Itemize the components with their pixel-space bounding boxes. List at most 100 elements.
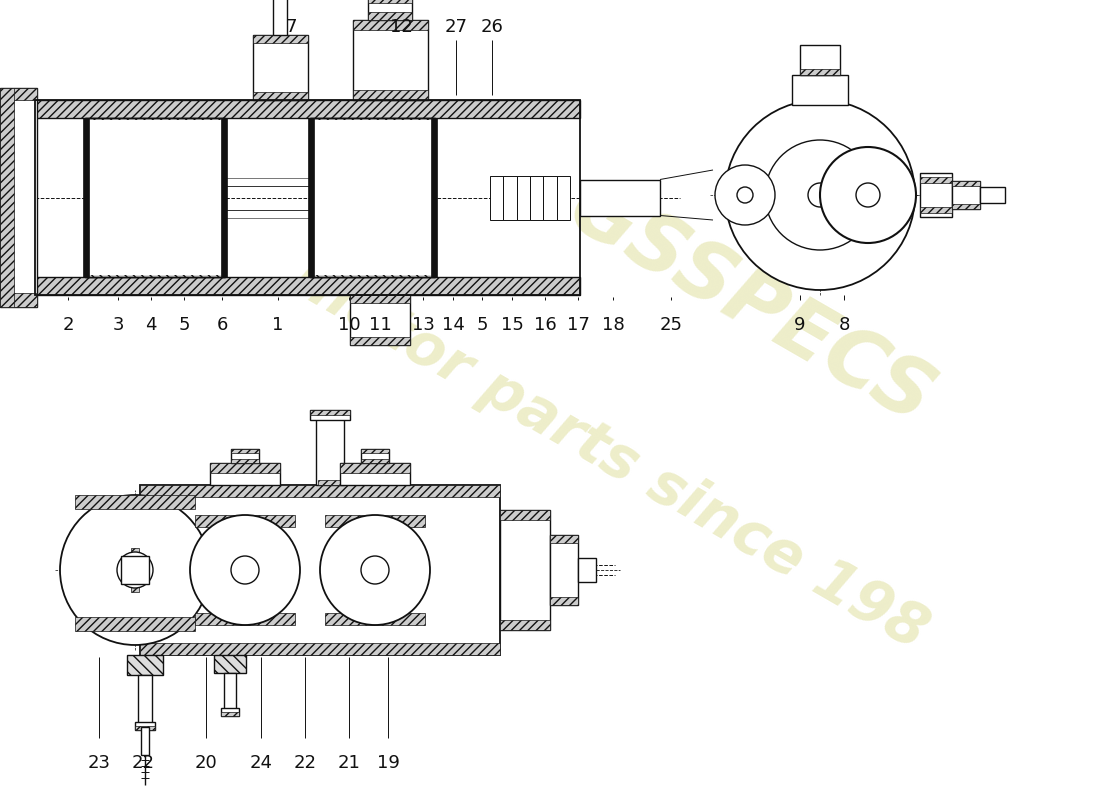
- Bar: [35, 100, 580, 118]
- Bar: [920, 207, 951, 213]
- Bar: [141, 727, 149, 755]
- Text: 11: 11: [368, 316, 392, 334]
- Text: 15: 15: [500, 316, 524, 334]
- Bar: [350, 337, 410, 345]
- Text: 12: 12: [389, 18, 412, 36]
- Bar: [221, 118, 227, 277]
- Bar: [324, 613, 425, 625]
- Bar: [800, 69, 840, 75]
- Bar: [135, 726, 155, 730]
- Circle shape: [231, 556, 258, 584]
- Bar: [195, 515, 295, 527]
- Bar: [920, 177, 951, 183]
- Bar: [312, 120, 433, 275]
- Bar: [792, 75, 848, 105]
- Text: 22: 22: [294, 754, 317, 772]
- Bar: [0, 88, 37, 307]
- Text: 16: 16: [534, 316, 557, 334]
- Bar: [340, 463, 410, 485]
- Text: 20: 20: [195, 754, 218, 772]
- Bar: [550, 535, 578, 605]
- Bar: [82, 118, 89, 277]
- Text: 2: 2: [63, 316, 74, 334]
- Text: 27: 27: [444, 18, 468, 36]
- Bar: [353, 20, 428, 30]
- Text: 23: 23: [88, 754, 110, 772]
- Bar: [195, 613, 295, 625]
- Bar: [517, 175, 530, 219]
- Text: 26: 26: [481, 18, 504, 36]
- Bar: [140, 485, 500, 655]
- Bar: [0, 88, 14, 307]
- Bar: [0, 293, 37, 307]
- Bar: [353, 90, 428, 100]
- Bar: [324, 515, 425, 527]
- Bar: [361, 459, 389, 463]
- Bar: [952, 181, 980, 186]
- Circle shape: [190, 515, 300, 625]
- Text: 4: 4: [145, 316, 156, 334]
- Bar: [310, 410, 350, 415]
- Bar: [210, 463, 280, 485]
- Circle shape: [715, 165, 775, 225]
- Bar: [138, 675, 152, 725]
- Bar: [318, 480, 342, 485]
- Bar: [368, 0, 412, 3]
- Bar: [308, 118, 314, 277]
- Bar: [353, 20, 428, 100]
- Bar: [121, 556, 148, 584]
- Bar: [733, 187, 757, 203]
- Bar: [214, 655, 246, 673]
- Text: 18: 18: [602, 316, 625, 334]
- Text: 10: 10: [338, 316, 361, 334]
- Bar: [350, 295, 410, 303]
- Text: 25: 25: [660, 316, 682, 334]
- Bar: [221, 708, 239, 716]
- Bar: [580, 179, 660, 215]
- Text: 5: 5: [178, 316, 189, 334]
- Bar: [231, 449, 258, 453]
- Bar: [368, 0, 412, 20]
- Bar: [75, 617, 195, 631]
- Bar: [140, 643, 500, 655]
- Bar: [500, 510, 550, 630]
- Circle shape: [764, 140, 875, 250]
- Bar: [210, 463, 280, 473]
- Bar: [952, 204, 980, 209]
- Bar: [920, 173, 951, 217]
- Text: 8: 8: [838, 316, 849, 334]
- Text: GSSPECS: GSSPECS: [554, 170, 946, 441]
- Text: 22: 22: [132, 754, 154, 772]
- Bar: [231, 449, 258, 463]
- Bar: [361, 449, 389, 463]
- Bar: [310, 118, 435, 277]
- Bar: [131, 548, 139, 556]
- Bar: [0, 88, 37, 100]
- Bar: [431, 118, 437, 277]
- Text: 13: 13: [411, 316, 434, 334]
- Bar: [35, 277, 580, 295]
- Text: 7: 7: [285, 18, 297, 36]
- Bar: [340, 463, 410, 473]
- Text: 6: 6: [217, 316, 228, 334]
- Bar: [490, 175, 504, 219]
- Bar: [952, 181, 980, 209]
- Text: 17: 17: [566, 316, 590, 334]
- Circle shape: [361, 556, 389, 584]
- Bar: [224, 673, 236, 711]
- Bar: [131, 584, 139, 592]
- Text: 1: 1: [273, 316, 284, 334]
- Circle shape: [60, 495, 210, 645]
- Bar: [316, 415, 344, 485]
- Bar: [253, 35, 308, 100]
- Circle shape: [320, 515, 430, 625]
- Bar: [543, 175, 557, 219]
- Circle shape: [117, 552, 153, 588]
- Bar: [980, 187, 1005, 203]
- Bar: [557, 175, 570, 219]
- Bar: [368, 12, 412, 20]
- Text: 21: 21: [338, 754, 361, 772]
- Bar: [140, 485, 500, 497]
- Bar: [350, 295, 410, 345]
- Circle shape: [856, 183, 880, 207]
